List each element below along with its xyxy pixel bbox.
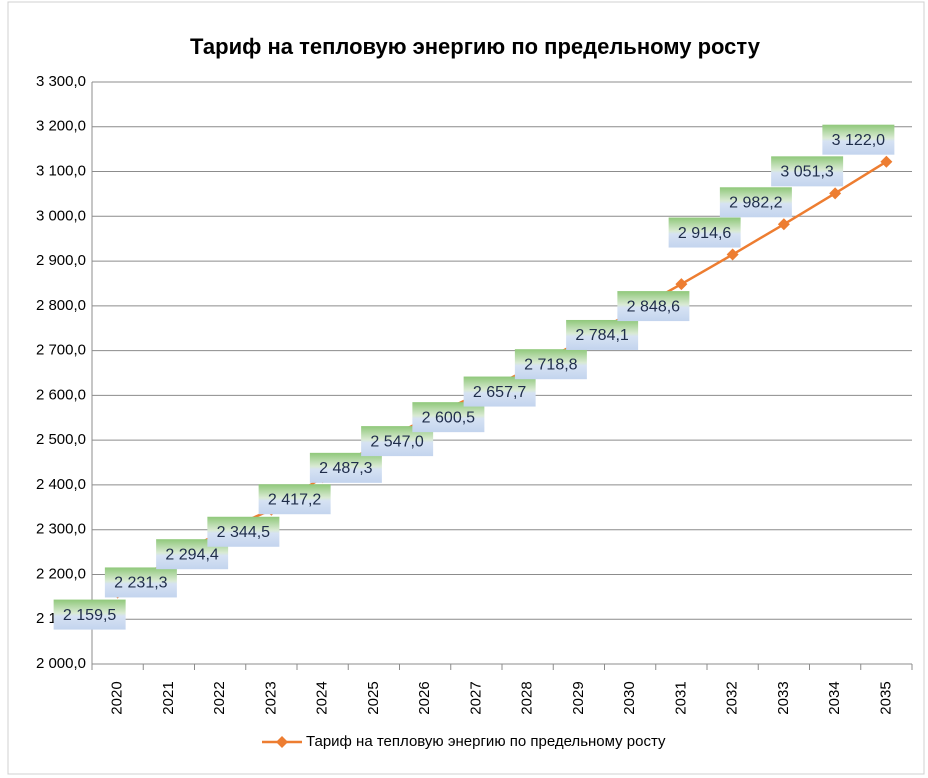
y-tick-label: 2 900,0 bbox=[36, 252, 86, 269]
value-label-box bbox=[719, 187, 792, 218]
y-tick-label: 3 000,0 bbox=[36, 207, 86, 224]
value-label: 2 159,5 bbox=[63, 607, 116, 624]
value-label-box bbox=[463, 376, 536, 407]
y-tick-label: 3 100,0 bbox=[36, 163, 86, 180]
legend-marker bbox=[276, 736, 288, 748]
value-label-box bbox=[514, 349, 587, 380]
marker bbox=[829, 187, 842, 200]
value-label-box bbox=[258, 484, 331, 515]
y-tick-label: 2 300,0 bbox=[36, 521, 86, 538]
value-label: 2 547,0 bbox=[370, 433, 423, 450]
value-label-box bbox=[53, 599, 126, 630]
value-label: 2 718,8 bbox=[524, 356, 577, 373]
x-tick-label: 2033 bbox=[775, 681, 792, 714]
value-label-box bbox=[771, 156, 844, 187]
value-label: 3 051,3 bbox=[780, 164, 833, 181]
value-label: 2 982,2 bbox=[729, 194, 782, 211]
x-tick-label: 2023 bbox=[262, 681, 279, 714]
x-tick-label: 2022 bbox=[211, 681, 228, 714]
value-label-box bbox=[207, 516, 280, 547]
y-tick-label: 2 000,0 bbox=[36, 655, 86, 672]
value-label: 2 914,6 bbox=[678, 225, 731, 242]
marker bbox=[726, 248, 739, 261]
x-tick-label: 2030 bbox=[621, 681, 638, 714]
value-label-box bbox=[104, 567, 177, 598]
value-label: 2 784,1 bbox=[575, 327, 628, 344]
value-label-box bbox=[822, 124, 895, 155]
value-label-box bbox=[412, 402, 485, 433]
x-tick-label: 2021 bbox=[160, 681, 177, 714]
x-tick-label: 2026 bbox=[416, 681, 433, 714]
value-label: 2 344,5 bbox=[217, 524, 270, 541]
value-label: 2 417,2 bbox=[268, 491, 321, 508]
x-tick-label: 2028 bbox=[519, 681, 536, 714]
x-tick-label: 2029 bbox=[570, 681, 587, 714]
marker bbox=[880, 155, 893, 168]
value-label-box bbox=[566, 319, 639, 350]
value-label: 2 231,3 bbox=[114, 575, 167, 592]
y-tick-label: 2 400,0 bbox=[36, 476, 86, 493]
x-tick-label: 2032 bbox=[724, 681, 741, 714]
chart-title: Тариф на тепловую энергию по предельному… bbox=[190, 34, 761, 59]
value-label-box bbox=[668, 217, 741, 248]
x-tick-label: 2025 bbox=[365, 681, 382, 714]
y-tick-label: 2 700,0 bbox=[36, 342, 86, 359]
value-label: 2 600,5 bbox=[422, 409, 475, 426]
y-tick-label: 2 200,0 bbox=[36, 565, 86, 582]
marker bbox=[777, 218, 790, 231]
x-tick-label: 2031 bbox=[672, 681, 689, 714]
value-label: 2 487,3 bbox=[319, 460, 372, 477]
x-tick-label: 2035 bbox=[877, 681, 894, 714]
y-tick-label: 2 800,0 bbox=[36, 297, 86, 314]
legend-label: Тариф на тепловую энергию по предельному… bbox=[306, 733, 666, 750]
value-label-box bbox=[309, 452, 382, 483]
value-label: 3 122,0 bbox=[832, 132, 885, 149]
x-tick-label: 2020 bbox=[109, 681, 126, 714]
value-label: 2 657,7 bbox=[473, 384, 526, 401]
value-label-box bbox=[617, 291, 690, 322]
value-label: 2 294,4 bbox=[165, 546, 218, 563]
y-tick-label: 3 200,0 bbox=[36, 118, 86, 135]
x-tick-label: 2034 bbox=[826, 681, 843, 714]
x-tick-label: 2024 bbox=[314, 681, 331, 714]
y-tick-label: 3 300,0 bbox=[36, 73, 86, 90]
x-tick-label: 2027 bbox=[467, 681, 484, 714]
y-tick-label: 2 500,0 bbox=[36, 431, 86, 448]
y-tick-label: 2 600,0 bbox=[36, 386, 86, 403]
value-label: 2 848,6 bbox=[627, 298, 680, 315]
marker bbox=[675, 278, 688, 291]
